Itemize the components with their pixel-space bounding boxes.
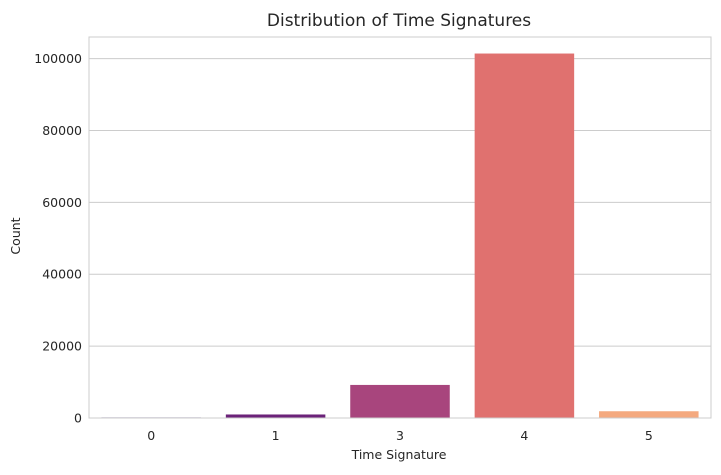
- x-tick-label: 4: [520, 428, 528, 443]
- y-tick-label: 20000: [42, 339, 82, 354]
- x-tick-label: 5: [645, 428, 653, 443]
- bar-1: [225, 414, 326, 418]
- axes: 0 20000 40000 60000 80000 100000 0 1 3 4 5: [34, 36, 712, 443]
- chart-title: Distribution of Time Signatures: [267, 11, 531, 31]
- plot-frame: [88, 36, 712, 419]
- x-axis-label: Time Signature: [351, 447, 447, 462]
- x-tick-label: 1: [272, 428, 280, 443]
- bar-3: [350, 384, 450, 418]
- y-tick-label: 40000: [42, 267, 82, 282]
- x-tick-label: 3: [396, 428, 404, 443]
- bars: [101, 53, 699, 418]
- y-axis-label: Count: [8, 217, 23, 254]
- bar-5: [599, 411, 699, 418]
- grid-lines: [89, 58, 711, 419]
- y-tick-label: 100000: [34, 51, 82, 66]
- y-tick-label: 60000: [42, 195, 82, 210]
- y-tick-label: 0: [74, 411, 82, 426]
- bar-4: [474, 53, 575, 418]
- y-tick-label: 80000: [42, 123, 82, 138]
- x-tick-label: 0: [147, 428, 155, 443]
